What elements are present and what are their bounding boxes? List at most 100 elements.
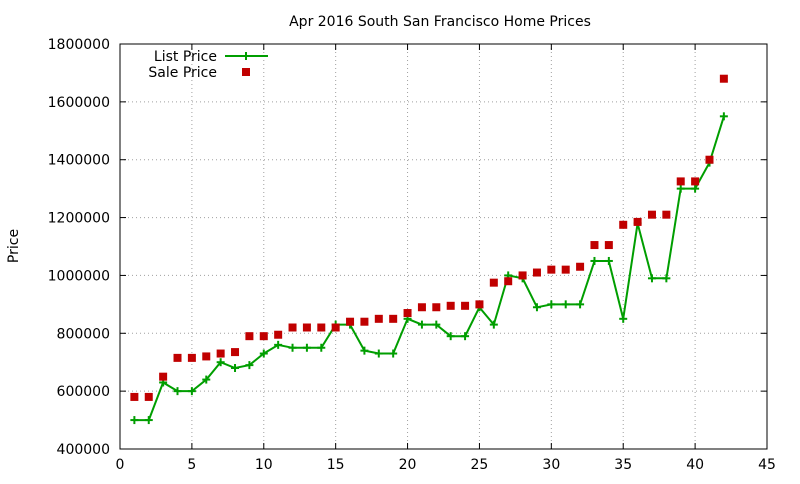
x-tick-label: 0 [116, 457, 125, 473]
legend-key-sale-price [242, 68, 250, 76]
sale-price-point [576, 262, 585, 271]
sale-price-point [417, 303, 426, 312]
list-price-point [374, 349, 383, 358]
sale-price-point [547, 265, 556, 274]
sale-price-point [159, 372, 168, 381]
list-price-point [461, 332, 470, 341]
list-price-line [134, 116, 725, 422]
sale-price-point [245, 332, 254, 341]
grid [120, 44, 767, 449]
list-price-point [130, 416, 139, 425]
list-price-point [216, 358, 225, 367]
legend-label-sale-price: Sale Price [148, 65, 217, 81]
x-tick-label: 40 [686, 457, 704, 473]
x-tick-label: 25 [471, 457, 489, 473]
sale-price-point [259, 332, 268, 341]
sale-price-point [619, 220, 628, 229]
y-tick-label: 1600000 [48, 95, 110, 111]
sale-price-point [691, 177, 700, 186]
list-price-point [432, 320, 441, 329]
sale-price-point [216, 349, 225, 358]
list-price-point [561, 300, 570, 309]
list-price-point [173, 387, 182, 396]
sale-price-point [489, 278, 498, 287]
list-price-point [360, 346, 369, 355]
sale-price-point [590, 241, 599, 250]
sale-price-point [719, 74, 728, 83]
axis-ticks: 0 5 10 15 20 25 30 35 40 45 400000 600000 800000 1000… [48, 37, 776, 473]
chart-title: Apr 2016 South San Francisco Home Prices [289, 14, 591, 30]
list-price-point [532, 303, 541, 312]
sale-price-point [633, 217, 642, 226]
legend: List Price Sale Price [148, 49, 268, 81]
sale-price-point [518, 271, 527, 280]
sale-price-point [130, 392, 139, 401]
x-tick-label: 35 [614, 457, 632, 473]
list-price-point [274, 340, 283, 349]
y-tick-label: 600000 [57, 384, 110, 400]
list-price-point [691, 184, 700, 193]
y-tick-label: 1200000 [48, 211, 110, 227]
sale-price-point [346, 317, 355, 326]
list-price-point [144, 416, 153, 425]
sale-price-point [676, 177, 685, 186]
x-tick-label: 15 [327, 457, 345, 473]
list-price-point [317, 343, 326, 352]
y-tick-label: 1400000 [48, 153, 110, 169]
sale-price-point [274, 330, 283, 339]
list-price-point [302, 343, 311, 352]
legend-label-list-price: List Price [154, 49, 217, 65]
sale-price-point [144, 392, 153, 401]
x-tick-label: 10 [255, 457, 273, 473]
y-tick-label: 800000 [57, 326, 110, 342]
x-tick-label: 20 [399, 457, 417, 473]
sale-price-point [705, 155, 714, 164]
list-price-point [647, 274, 656, 283]
sale-price-point [532, 268, 541, 277]
list-price-point [187, 387, 196, 396]
y-tick-label: 1000000 [48, 268, 110, 284]
list-price-point [547, 300, 556, 309]
list-price-point [489, 320, 498, 329]
sale-price-point [475, 300, 484, 309]
x-tick-label: 5 [187, 457, 196, 473]
sale-price-point [647, 210, 656, 219]
sale-price-point [302, 323, 311, 332]
sale-price-point [331, 323, 340, 332]
list-price-point [389, 349, 398, 358]
sale-price-point [389, 314, 398, 323]
sale-price-point [561, 265, 570, 274]
sale-price-point [432, 303, 441, 312]
list-price-point [590, 256, 599, 265]
list-price-point [676, 184, 685, 193]
list-price-point [719, 112, 728, 121]
sale-price-point [504, 277, 513, 286]
sale-price-point [202, 352, 211, 361]
sale-price-point [317, 323, 326, 332]
list-price-point [576, 300, 585, 309]
x-tick-label: 30 [542, 457, 560, 473]
sale-price-point [187, 353, 196, 362]
sale-price-point [288, 323, 297, 332]
list-price-point [288, 343, 297, 352]
y-tick-label: 1800000 [48, 37, 110, 53]
list-price-point [245, 361, 254, 370]
list-price-point [604, 256, 613, 265]
list-price-point [259, 349, 268, 358]
series-layer [130, 74, 728, 425]
list-price-point [417, 320, 426, 329]
sale-price-point [461, 301, 470, 310]
list-price-point [446, 332, 455, 341]
plot-frame [119, 43, 768, 450]
y-tick-label: 400000 [57, 442, 110, 458]
sale-price-point [403, 309, 412, 318]
sale-price-point [374, 314, 383, 323]
sale-price-point [360, 317, 369, 326]
list-price-point [231, 364, 240, 372]
sale-price-point [604, 241, 613, 250]
list-price-point [662, 274, 671, 283]
y-axis-label: Price [6, 229, 22, 263]
sale-price-point [231, 348, 240, 357]
